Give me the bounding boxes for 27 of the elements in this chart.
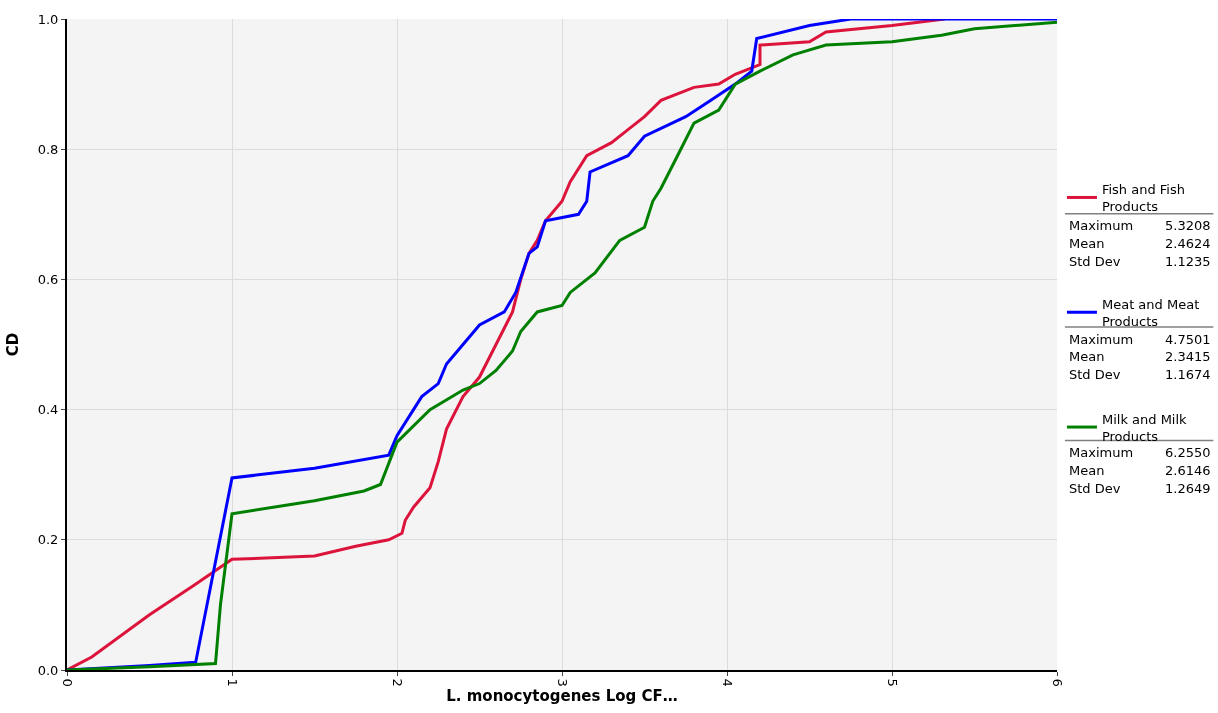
text: Std Dev 1.1674 bbox=[1069, 367, 1211, 382]
text: Mean 2.4624 bbox=[1069, 236, 1211, 251]
x-tick-label: 2 bbox=[389, 678, 405, 687]
legend-label: Meat and Meat Products bbox=[1101, 296, 1200, 329]
x-axis-title: L. monocytogenes Log CF… bbox=[446, 686, 678, 705]
text: Mean 2.3415 bbox=[1069, 349, 1211, 364]
x-tick-label: 0 bbox=[59, 678, 75, 687]
text: Std Dev 1.2649 bbox=[1069, 481, 1211, 496]
y-tick-label: 0.2 bbox=[37, 532, 59, 548]
y-tick-label: 0.4 bbox=[37, 402, 59, 418]
y-axis-title: CD bbox=[4, 332, 23, 357]
legend-label: Milk and Milk Products bbox=[1101, 411, 1188, 444]
y-tick-label: 0.6 bbox=[37, 271, 59, 287]
x-tick-label: 1 bbox=[224, 678, 240, 687]
x-tick-label: 4 bbox=[719, 678, 735, 687]
text: Mean 2.6146 bbox=[1069, 463, 1211, 478]
text: Std Dev 1.1235 bbox=[1069, 254, 1211, 269]
y-tick-label: 0.8 bbox=[37, 141, 59, 157]
y-tick-label: 1.0 bbox=[37, 11, 59, 27]
y-tick-label: 0.0 bbox=[37, 662, 59, 678]
x-tick-label: 5 bbox=[884, 678, 900, 687]
x-tick-label: 3 bbox=[554, 678, 570, 687]
legend-label: Fish and Fish Products bbox=[1101, 182, 1185, 214]
text: Maximum 6.2550 bbox=[1069, 445, 1211, 460]
x-tick-label: 6 bbox=[1049, 678, 1065, 687]
text: Maximum 5.3208 bbox=[1069, 218, 1211, 233]
text: Maximum 4.7501 bbox=[1069, 332, 1211, 347]
